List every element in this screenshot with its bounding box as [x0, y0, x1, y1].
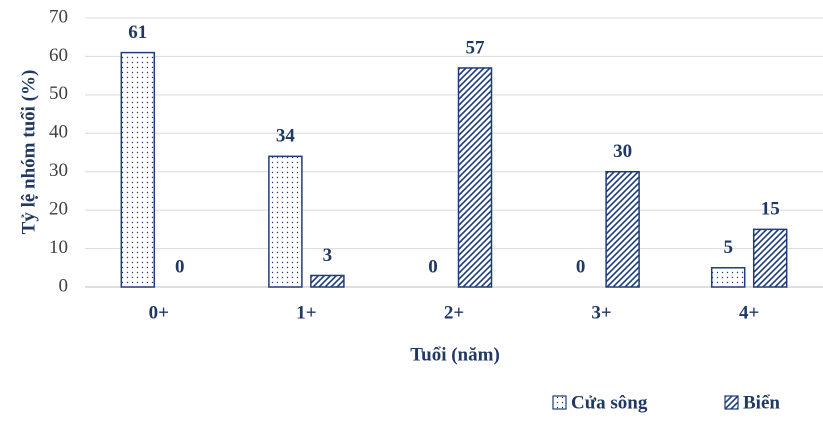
data-label: 30: [613, 141, 632, 162]
y-tick-label: 50: [49, 83, 68, 104]
bar: [120, 51, 156, 288]
legend-label: Cửa sông: [571, 392, 648, 413]
y-tick-label: 30: [49, 160, 68, 181]
x-tick-label: 4+: [739, 302, 759, 323]
data-label: 0: [576, 256, 586, 277]
data-label: 34: [276, 126, 296, 147]
x-tick-label: 2+: [444, 302, 464, 323]
y-tick-label: 70: [49, 6, 68, 27]
data-label: 15: [761, 199, 780, 220]
data-label: 61: [128, 22, 147, 43]
x-tick-label: 3+: [591, 302, 611, 323]
y-tick-label: 0: [59, 275, 69, 296]
bar: [310, 274, 345, 288]
bar: [605, 170, 640, 288]
y-tick-label: 10: [49, 237, 68, 258]
x-tick-label: 0+: [149, 302, 169, 323]
y-tick-label: 60: [49, 45, 68, 66]
legend-swatch: [552, 395, 567, 410]
data-label: 0: [175, 256, 185, 277]
legend-label: Biển: [743, 392, 780, 413]
bar: [268, 155, 303, 288]
data-label: 5: [723, 237, 733, 258]
y-axis-title: Tỷ lệ nhóm tuổi (%): [18, 70, 39, 235]
data-label: 57: [466, 37, 486, 58]
legend-swatch: [724, 395, 739, 410]
bar: [752, 228, 788, 288]
data-label: 0: [428, 256, 438, 277]
data-label: 3: [323, 245, 333, 266]
bar: [710, 267, 746, 288]
x-tick-label: 1+: [296, 302, 316, 323]
bar: [457, 67, 493, 288]
y-tick-label: 40: [49, 122, 68, 143]
x-axis-title: Tuổi (năm): [410, 344, 500, 365]
y-tick-label: 20: [49, 199, 68, 220]
